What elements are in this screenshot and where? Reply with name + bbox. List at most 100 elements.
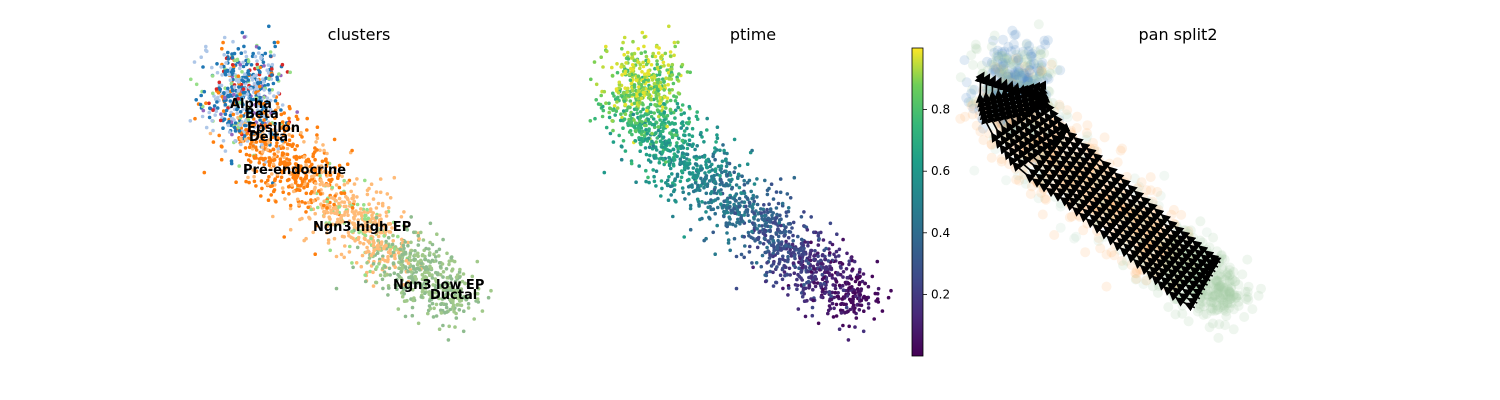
ptime-point	[667, 159, 671, 164]
ptime-point	[788, 273, 792, 277]
cluster-point	[363, 233, 368, 238]
cluster-point	[271, 214, 275, 219]
cluster-point	[364, 250, 368, 255]
cluster-point	[382, 234, 387, 238]
ptime-point	[607, 115, 612, 120]
cluster-point	[378, 190, 383, 195]
ptime-point	[752, 182, 757, 186]
ptime-point	[679, 108, 683, 112]
ptime-point	[634, 78, 639, 83]
ptime-point	[736, 217, 740, 222]
cluster-point	[362, 203, 366, 207]
ptime-point	[680, 62, 685, 67]
cluster-point	[384, 243, 388, 248]
ptime-point	[704, 191, 709, 196]
ptime-point	[660, 142, 664, 147]
cluster-point	[437, 327, 442, 332]
cluster-point	[326, 241, 331, 245]
ptime-point	[690, 183, 694, 187]
ptime-point	[777, 220, 782, 225]
ptime-point	[829, 266, 834, 271]
ptime-point	[848, 274, 853, 279]
ptime-point	[687, 138, 692, 142]
ptime-point	[667, 24, 671, 29]
cluster-point	[318, 168, 323, 172]
ptime-point	[649, 63, 654, 67]
ptime-point	[706, 205, 710, 210]
ptime-point	[850, 267, 855, 272]
cluster-point	[252, 154, 256, 159]
ptime-point	[654, 131, 658, 135]
ptime-point	[685, 146, 690, 151]
ptime-point	[780, 277, 785, 282]
cluster-point	[259, 179, 264, 183]
cluster-point	[271, 147, 276, 152]
cluster-point	[337, 196, 342, 201]
ptime-point	[679, 126, 683, 130]
ptime-point	[715, 223, 719, 228]
ptime-point	[714, 181, 718, 186]
ptime-point	[638, 100, 642, 105]
ptime-point	[641, 79, 646, 84]
ptime-point	[758, 240, 762, 245]
ptime-point	[693, 147, 697, 152]
cluster-point	[322, 148, 326, 153]
ptime-point	[695, 168, 699, 172]
cluster-point	[399, 283, 404, 287]
ptime-point	[837, 327, 842, 332]
colorbar-tick-label: 0.4	[931, 226, 950, 240]
cluster-point	[278, 157, 283, 161]
ptime-point	[795, 283, 800, 288]
ptime-point	[661, 135, 666, 139]
points-clusters	[188, 24, 493, 342]
ptime-point	[779, 242, 784, 246]
cluster-point	[401, 243, 406, 248]
ptime-point	[642, 134, 647, 138]
ptime-point	[828, 251, 832, 255]
cluster-point	[273, 44, 278, 49]
ptime-point	[670, 73, 674, 77]
ptime-point	[734, 183, 739, 187]
ptime-point	[654, 96, 659, 100]
ptime-point	[866, 302, 871, 306]
ptime-point	[820, 272, 825, 277]
cluster-point	[300, 216, 304, 221]
ptime-point	[829, 294, 833, 298]
ptime-point	[784, 214, 789, 218]
ptime-point	[610, 74, 615, 78]
ptime-point	[816, 233, 821, 238]
cluster-point	[224, 61, 228, 65]
cluster-point	[237, 85, 241, 89]
ptime-point	[675, 77, 680, 82]
cluster-point	[276, 149, 280, 154]
cluster-point	[457, 308, 462, 312]
cluster-point	[447, 324, 452, 329]
ptime-point	[847, 259, 852, 264]
ptime-point	[811, 298, 815, 303]
ptime-point	[786, 206, 791, 210]
cluster-point	[258, 84, 262, 89]
cluster-point	[259, 194, 263, 198]
cluster-point	[272, 40, 277, 45]
cluster-point	[245, 131, 249, 136]
cluster-point	[198, 102, 203, 107]
cluster-point	[326, 183, 330, 188]
cluster-point	[429, 266, 434, 271]
ptime-point	[703, 171, 707, 175]
ptime-point	[632, 85, 637, 89]
ptime-point	[647, 145, 652, 150]
cluster-point	[359, 211, 363, 215]
ptime-point	[715, 133, 719, 137]
cluster-point	[365, 270, 369, 275]
cluster-point	[363, 217, 367, 221]
cluster-point	[448, 307, 453, 312]
ptime-point	[846, 338, 851, 342]
cluster-point	[395, 287, 399, 292]
cluster-point	[356, 218, 361, 222]
ptime-point	[700, 200, 704, 204]
ptime-point	[861, 329, 866, 334]
cluster-point	[255, 78, 260, 82]
ptime-point	[610, 65, 614, 70]
ptime-point	[744, 204, 748, 209]
ptime-point	[742, 235, 746, 239]
